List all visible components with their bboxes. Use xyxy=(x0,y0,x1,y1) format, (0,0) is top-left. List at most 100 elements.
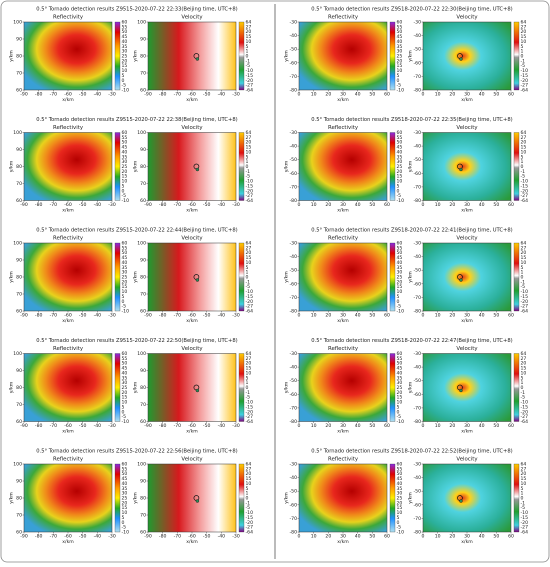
x-tick-label: -90 xyxy=(144,423,152,429)
colorbar-tick-label: 40 xyxy=(122,260,128,266)
x-tick-label: 40 xyxy=(355,92,361,98)
colorbar-tick-label: 25 xyxy=(397,54,403,60)
x-tick-label: -90 xyxy=(144,202,152,208)
colorbar-tick-label: -1 xyxy=(246,500,251,506)
x-tick-label: -60 xyxy=(188,534,196,540)
colorbar-tick-label: -5 xyxy=(122,83,127,89)
x-tick-label: 10 xyxy=(435,423,441,429)
y-tick-label: 90 xyxy=(140,479,146,485)
x-axis-label: x/km xyxy=(62,318,74,324)
colorbar-tick-label: 25 xyxy=(397,496,403,502)
colorbar-tick-label: 20 xyxy=(122,169,128,175)
x-tick-label: 10 xyxy=(435,534,441,540)
y-tick-label: 100 xyxy=(137,241,146,247)
x-tick-label: 20 xyxy=(325,313,331,319)
colorbar-tick-label: 20 xyxy=(246,29,252,35)
y-tick-label: -50 xyxy=(413,378,421,384)
x-tick-label: -40 xyxy=(218,313,226,319)
colorbar-tick-label: 64 xyxy=(246,241,252,247)
x-tick-label: -50 xyxy=(79,313,87,319)
colorbar-tick-label: 60 xyxy=(122,241,128,247)
colorbar-tick-label: -10 xyxy=(246,289,254,295)
colorbar-tick-label: 0 xyxy=(246,164,249,170)
colorbar-tick-label: 35 xyxy=(397,154,403,160)
colorbar-tick-label: 15 xyxy=(521,476,527,482)
y-tick-label: 70 xyxy=(16,71,22,77)
x-tick-label: -30 xyxy=(108,92,116,98)
row-title: 0.5° Tornado detection results Z9518-202… xyxy=(311,117,512,123)
panel-title: Velocity xyxy=(181,15,203,21)
colorbar-tick-label: 50 xyxy=(122,471,128,477)
x-axis-label: x/km xyxy=(337,318,349,324)
x-tick-label: 60 xyxy=(384,92,390,98)
colorbar-tick-label: 60 xyxy=(397,351,403,357)
x-tick-label: -90 xyxy=(20,423,28,429)
x-tick-label: 30 xyxy=(340,92,346,98)
velocity-image xyxy=(147,463,237,533)
colorbar-tick-label: 35 xyxy=(397,44,403,50)
colorbar-tick-label: 45 xyxy=(397,476,403,482)
velocity-image xyxy=(147,242,237,312)
colorbar-tick-label: 30 xyxy=(122,380,128,386)
y-tick-label: 80 xyxy=(16,164,22,170)
y-axis-label: y/km xyxy=(408,50,414,62)
y-tick-label: -50 xyxy=(413,268,421,274)
y-tick-label: -30 xyxy=(289,462,297,468)
colorbar-tick-label: 55 xyxy=(397,466,403,472)
colorbar-tick-label: -64 xyxy=(246,198,254,204)
y-tick-label: -70 xyxy=(289,516,297,522)
y-axis-label: y/km xyxy=(133,381,139,393)
y-tick-label: -40 xyxy=(413,475,421,481)
y-tick-label: -80 xyxy=(289,530,297,536)
y-tick-label: -60 xyxy=(413,60,421,66)
colorbar-tick-label: 27 xyxy=(246,356,252,362)
colorbar-tick-label: 30 xyxy=(122,159,128,165)
y-tick-label: 70 xyxy=(16,181,22,187)
y-tick-label: 90 xyxy=(140,147,146,153)
colorbar-tick-label: 64 xyxy=(246,351,252,357)
colorbar-tick-label: 55 xyxy=(122,135,128,141)
y-tick-label: 90 xyxy=(16,479,22,485)
x-tick-label: 50 xyxy=(369,423,375,429)
colorbar-tick-label: 15 xyxy=(246,255,252,261)
y-tick-label: 100 xyxy=(13,20,22,26)
colorbar-tick-label: -1 xyxy=(246,279,251,285)
y-tick-label: 80 xyxy=(16,385,22,391)
colorbar-tick-label: 45 xyxy=(397,366,403,372)
colorbar-tick-label: 10 xyxy=(521,39,527,45)
colorbar-tick-label: -5 xyxy=(246,63,251,69)
colorbar-tick-label: -5 xyxy=(521,284,526,290)
y-tick-label: 70 xyxy=(140,513,146,519)
colorbar-tick-label: -1 xyxy=(521,500,526,506)
colorbar-tick-label: -10 xyxy=(122,419,130,425)
x-tick-label: 10 xyxy=(435,313,441,319)
panel-title: Velocity xyxy=(181,125,203,131)
panel-title: Reflectivity xyxy=(328,125,359,131)
colorbar-tick-label: 15 xyxy=(397,174,403,180)
y-tick-label: -60 xyxy=(413,281,421,287)
colorbar-tick-label: 1 xyxy=(521,159,524,165)
x-tick-label: 40 xyxy=(479,92,485,98)
y-tick-label: -50 xyxy=(289,489,297,495)
x-axis-label: x/km xyxy=(62,97,74,103)
velocity-image xyxy=(147,21,237,91)
colorbar-tick-label: 0 xyxy=(397,409,400,415)
y-tick-label: -70 xyxy=(413,184,421,190)
colorbar-tick-label: 0 xyxy=(521,385,524,391)
colorbar-tick-label: 50 xyxy=(122,250,128,256)
x-tick-label: -70 xyxy=(50,313,58,319)
colorbar-tick-label: -10 xyxy=(122,309,130,315)
colorbar-tick-label: -64 xyxy=(246,309,254,315)
y-tick-label: 70 xyxy=(16,513,22,519)
panel-title: Velocity xyxy=(456,236,478,242)
y-axis-label: y/km xyxy=(9,381,15,393)
y-tick-label: 90 xyxy=(140,37,146,43)
colorbar xyxy=(389,132,396,201)
y-tick-label: -30 xyxy=(289,20,297,26)
colorbar-tick-label: 55 xyxy=(397,24,403,30)
colorbar xyxy=(513,353,520,422)
x-tick-label: 0 xyxy=(422,313,425,319)
y-axis-label: y/km xyxy=(408,492,414,504)
colorbar-tick-label: 30 xyxy=(122,49,128,55)
